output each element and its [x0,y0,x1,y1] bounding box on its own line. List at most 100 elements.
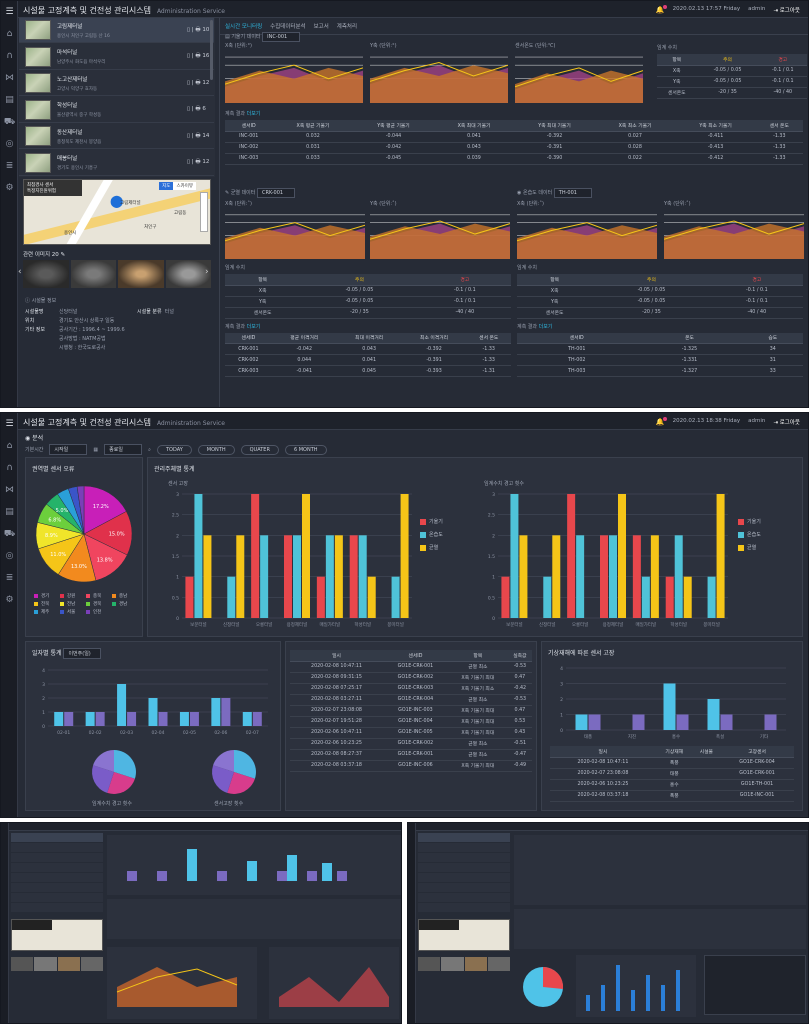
bar[interactable] [227,576,236,618]
map-view[interactable]: 최첨경사 센서 특정지진원위험 ⬤ 지도 스카이뷰 고림제터널 처인구 용인시 고… [23,179,211,245]
bar[interactable] [358,535,367,618]
facility-list-item[interactable]: 마석터널 남양주시 화도읍 마석우리 ▯ | 🖶 16 [19,45,214,70]
table-row[interactable]: CRK-003 -0.041 0.045 -0.393 -1.31 [225,365,511,377]
facility-list-item[interactable]: 동산제터널 충청북도 제천시 봉양읍 ▯ | 🖶 14 [19,124,214,149]
bar[interactable] [618,494,626,618]
six-month-button[interactable]: 6 MONTH [284,444,327,455]
bar[interactable] [716,494,725,618]
bar[interactable] [127,712,137,726]
bar[interactable] [85,712,95,726]
facility-list-item[interactable]: 학성터널 울산광역시 중구 학성동 ▯ | 🖶 6 [19,98,214,123]
table-row[interactable]: 2020-02-08 10:47:11 폭풍 GO1E-CRK-004 [550,757,794,769]
bar[interactable] [641,576,650,618]
more-link[interactable]: 더보기 [246,111,261,117]
table-row[interactable]: INC-003 0.033 -0.045 0.039 -0.390 0.022 -0.412… [225,153,803,165]
bar[interactable] [194,494,203,618]
table-row[interactable]: 센서온도 -20 / 35 -40 / 40 [517,307,803,319]
bar[interactable] [552,535,561,618]
bar[interactable] [510,494,519,618]
bar[interactable] [211,698,221,726]
table-row[interactable]: 2020-02-07 19:51:28 GO1E-INC-004 X축 기울기 최대… [290,716,532,728]
end-date-input[interactable]: 종료일 [104,444,143,455]
pie-slice[interactable] [83,485,127,535]
crack-sensor-select[interactable]: CRK-001 [256,188,295,198]
table-row[interactable]: CRK-002 0.044 0.041 -0.391 -1.33 [225,354,511,366]
bridge-icon[interactable]: ⋈ [5,73,14,83]
bar[interactable] [400,494,409,618]
table-row[interactable]: X축 -0.05 / 0.05 -0.1 / 0.1 [225,285,511,297]
bar[interactable] [543,576,552,618]
bar[interactable] [293,535,301,618]
bar[interactable] [64,712,74,726]
prev-arrow-icon[interactable]: ‹ [18,267,22,277]
bar[interactable] [95,712,105,726]
table-row[interactable]: Y축 -0.05 / 0.05 -0.1 / 0.1 [657,76,807,88]
bar[interactable] [764,714,777,731]
table-row[interactable]: TH-002 -1.331 31 [517,354,803,366]
bar[interactable] [600,535,608,618]
bar[interactable] [349,535,358,618]
bar[interactable] [720,714,733,731]
bar[interactable] [221,698,231,726]
gear-icon[interactable]: ⚙ [5,595,14,605]
tab-process[interactable]: 계측처리 [336,24,358,30]
bar[interactable] [588,714,601,731]
tunnel-icon[interactable]: ∩ [6,463,13,473]
bar[interactable] [632,714,645,731]
map-mini[interactable] [418,919,510,951]
home-icon[interactable]: ⌂ [6,441,13,451]
next-arrow-icon[interactable]: › [205,267,209,277]
more-link[interactable]: 더보기 [246,323,261,330]
bell-icon[interactable]: 🔔 [655,5,667,14]
table-row[interactable]: X축 -0.05 / 0.05 -0.1 / 0.1 [657,65,807,77]
bar[interactable] [609,535,617,618]
table-row[interactable]: 2020-02-08 07:25:17 GO1E-CRK-003 X축 기울기 최소… [290,683,532,695]
search-icon[interactable]: ⌕ [148,446,151,453]
bar[interactable] [252,712,262,726]
table-row[interactable]: 센서온도 -20 / 35 -40 / 40 [225,307,511,319]
bar[interactable] [367,576,376,618]
table-row[interactable]: X축 -0.05 / 0.05 -0.1 / 0.1 [517,285,803,297]
tunnel-photo[interactable] [165,260,211,288]
calendar-icon[interactable]: ▦ [93,446,99,453]
table-row[interactable]: Y축 -0.05 / 0.05 -0.1 / 0.1 [517,296,803,308]
bar[interactable] [148,698,158,726]
bar[interactable] [203,535,212,618]
quater-button[interactable]: QUATER [240,444,279,455]
menu-icon[interactable]: ☰ [5,419,14,429]
table-row[interactable]: 2020-02-08 03:37:18 GO1E-INC-006 X축 기울기 최대… [290,760,532,772]
table-row[interactable]: 2020-02-06 10:23:25 GO1E-CRK-002 균열 최소 -0.5… [290,738,532,750]
facility-list-item[interactable]: 매봉터널 경기도 용인시 기흥구 ▯ | 🖶 12 [19,151,214,176]
truck-icon[interactable]: ⛟ [3,117,16,127]
bar[interactable] [54,712,64,726]
scrollbar[interactable] [210,20,213,80]
bar[interactable] [179,712,189,726]
bar[interactable] [325,535,334,618]
tunnel-photo[interactable] [23,260,69,288]
bar[interactable] [117,684,127,726]
bar[interactable] [251,494,260,618]
bar[interactable] [576,535,585,618]
map-mini[interactable] [11,919,103,951]
bar[interactable] [650,535,659,618]
bar[interactable] [316,576,325,618]
bar[interactable] [683,576,692,618]
bar[interactable] [391,576,400,618]
table-row[interactable]: 2020-02-06 10:47:11 GO1E-INC-005 X축 기울기 최대… [290,727,532,739]
facility-list-item[interactable]: 노고산제터널 고양시 덕양구 효자동 ▯ | 🖶 12 [19,71,214,96]
map-type-button[interactable]: 지도 [159,182,174,190]
facility-list-item[interactable]: 고림제터널 용인시 처인구 고림동 산 16 ▯ | 🖶 10 [19,18,214,43]
tunnel-icon[interactable]: ∩ [6,51,13,61]
bar[interactable] [260,535,269,618]
bell-icon[interactable]: 🔔 [655,417,667,426]
bar[interactable] [284,535,292,618]
tab-report[interactable]: 보고서 [313,24,329,30]
humid-sensor-select[interactable]: TH-001 [553,188,592,198]
tab-realtime[interactable]: 실시간 모니터링 [225,24,263,30]
today-button[interactable]: TODAY [156,444,192,455]
bar[interactable] [663,683,676,731]
bar[interactable] [185,576,194,618]
bar[interactable] [567,494,576,618]
gear-icon[interactable]: ⚙ [5,183,14,193]
tunnel-photo[interactable] [118,260,164,288]
